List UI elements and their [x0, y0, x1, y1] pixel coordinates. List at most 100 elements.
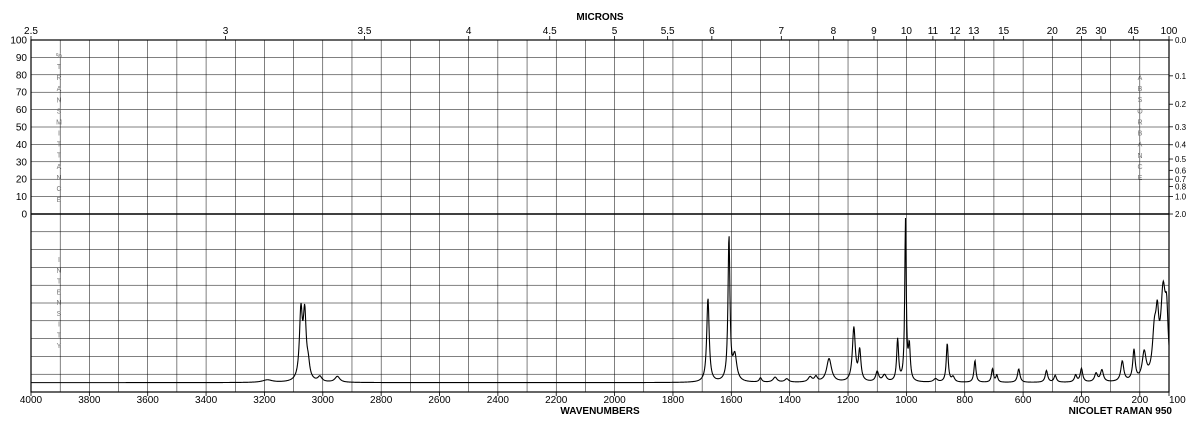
intensity-vertical-label: E	[57, 289, 62, 296]
x-tick-label: 100	[1169, 395, 1186, 406]
x-tick-label: 2000	[603, 395, 626, 406]
absorbance-tick-label: 1.0	[1175, 193, 1187, 202]
transmittance-tick-label: 10	[16, 192, 28, 203]
intensity-vertical-label: N	[56, 268, 61, 275]
absorbance-tick-label: 0.4	[1175, 141, 1187, 150]
micron-tick-label: 5	[612, 26, 618, 37]
micron-tick-label: 25	[1076, 26, 1088, 37]
micron-axis: 2.5 3 3.5 4 4.5 5 5.5 6 7 8 9 10 11 12 13 15 20 25 30 45 100	[24, 26, 1178, 40]
x-tick-label: 1000	[895, 395, 918, 406]
absorbance-vertical-label: E	[1138, 175, 1143, 182]
absorbance-tick-label: 0.3	[1175, 123, 1187, 132]
x-tick-label: 2400	[487, 395, 510, 406]
microns-axis-title: MICRONS	[576, 12, 624, 23]
spectrum-line	[31, 217, 1170, 384]
micron-tick-label: 12	[949, 26, 961, 37]
transmittance-vertical-label: E	[57, 197, 62, 204]
x-tick-label: 2200	[545, 395, 568, 406]
x-tick-label: 600	[1015, 395, 1032, 406]
transmittance-tick-label: 60	[16, 105, 28, 116]
x-tick-label: 1400	[779, 395, 802, 406]
transmittance-vertical-label: S	[57, 108, 62, 115]
absorbance-tick-label: 0.1	[1175, 72, 1187, 81]
transmittance-tick-label: 20	[16, 175, 28, 186]
transmittance-vertical-label: C	[56, 186, 61, 193]
micron-tick-label: 2.5	[24, 26, 38, 37]
absorbance-vertical-label: A	[1138, 75, 1143, 82]
micron-tick-label: 3	[223, 26, 229, 37]
x-tick-label: 2600	[428, 395, 451, 406]
micron-tick-label: 20	[1047, 26, 1059, 37]
absorbance-tick-label: 0.6	[1175, 166, 1187, 175]
transmittance-tick-label: 100	[10, 36, 27, 47]
absorbance-vertical-label: S	[1138, 97, 1143, 104]
x-tick-label: 1800	[662, 395, 685, 406]
transmittance-vertical-label: R	[56, 75, 61, 82]
transmittance-tick-label: 0	[21, 210, 27, 221]
micron-tick-label: 15	[998, 26, 1010, 37]
transmittance-tick-label: 70	[16, 88, 28, 99]
micron-tick-label: 9	[871, 26, 877, 37]
transmittance-vertical-label: A	[57, 86, 62, 93]
micron-tick-label: 13	[968, 26, 980, 37]
micron-tick-label: 8	[831, 26, 837, 37]
micron-tick-label: 30	[1095, 26, 1107, 37]
micron-tick-label: 6	[709, 26, 715, 37]
micron-tick-label: 5.5	[661, 26, 675, 37]
intensity-vertical-label: I	[58, 257, 60, 264]
x-tick-label: 200	[1131, 395, 1148, 406]
intensity-vertical-label: S	[57, 311, 62, 318]
chart-grid	[30, 39, 1170, 393]
x-tick-label: 800	[956, 395, 973, 406]
intensity-vertical-label: T	[57, 332, 62, 339]
transmittance-vertical-label: T	[57, 142, 62, 149]
transmittance-tick-label: 90	[16, 53, 28, 64]
micron-tick-label: 11	[928, 26, 939, 37]
micron-tick-label: 3.5	[358, 26, 372, 37]
instrument-label: NICOLET RAMAN 950	[1069, 406, 1173, 417]
micron-tick-label: 4	[466, 26, 472, 37]
wavenumber-axis: 4000 3800 3600 3400 3200 3000 2800 2600 2400 2200…	[20, 392, 1186, 406]
wavenumbers-axis-title: WAVENUMBERS	[560, 406, 640, 417]
absorbance-tick-label: 0.5	[1175, 155, 1187, 164]
intensity-vertical-label: I	[58, 322, 60, 329]
intensity-vertical-label: Y	[57, 343, 62, 350]
x-tick-label: 4000	[20, 395, 43, 406]
x-tick-label: 400	[1073, 395, 1090, 406]
transmittance-vertical-label: A	[57, 164, 62, 171]
x-tick-label: 3400	[195, 395, 218, 406]
transmittance-tick-label: 50	[16, 123, 28, 134]
transmittance-vertical-label: N	[56, 175, 61, 182]
micron-tick-label: 7	[779, 26, 785, 37]
transmittance-tick-label: 80	[16, 70, 28, 81]
absorbance-vertical-label: C	[1137, 164, 1142, 171]
absorbance-tick-label: 2.0	[1175, 210, 1187, 219]
transmittance-vertical-label: T	[57, 153, 62, 160]
x-tick-label: 1200	[837, 395, 860, 406]
transmittance-vertical-label: T	[57, 64, 62, 71]
plot-frame	[30, 39, 1170, 393]
transmittance-tick-label: 30	[16, 157, 28, 168]
transmittance-vertical-label: N	[56, 97, 61, 104]
absorbance-vertical-label: N	[1137, 153, 1142, 160]
x-tick-label: 2800	[370, 395, 393, 406]
transmittance-vertical-label: M	[56, 119, 62, 126]
micron-tick-label: 10	[901, 26, 913, 37]
micron-tick-label: 4.5	[543, 26, 557, 37]
micron-tick-label: 100	[1161, 26, 1178, 37]
intensity-vertical-label: N	[56, 300, 61, 307]
x-tick-label: 1600	[720, 395, 743, 406]
micron-tick-label: 45	[1128, 26, 1140, 37]
x-tick-label: 3200	[253, 395, 276, 406]
absorbance-vertical-label: B	[1138, 131, 1143, 138]
x-tick-label: 3000	[312, 395, 335, 406]
absorbance-vertical-label: R	[1137, 119, 1142, 126]
absorbance-vertical-label: O	[1137, 108, 1143, 115]
absorbance-vertical-label: B	[1138, 86, 1143, 93]
absorbance-tick-label: 0.0	[1175, 36, 1187, 45]
transmittance-vertical-label: I	[58, 131, 60, 138]
intensity-vertical-label: T	[57, 279, 62, 286]
